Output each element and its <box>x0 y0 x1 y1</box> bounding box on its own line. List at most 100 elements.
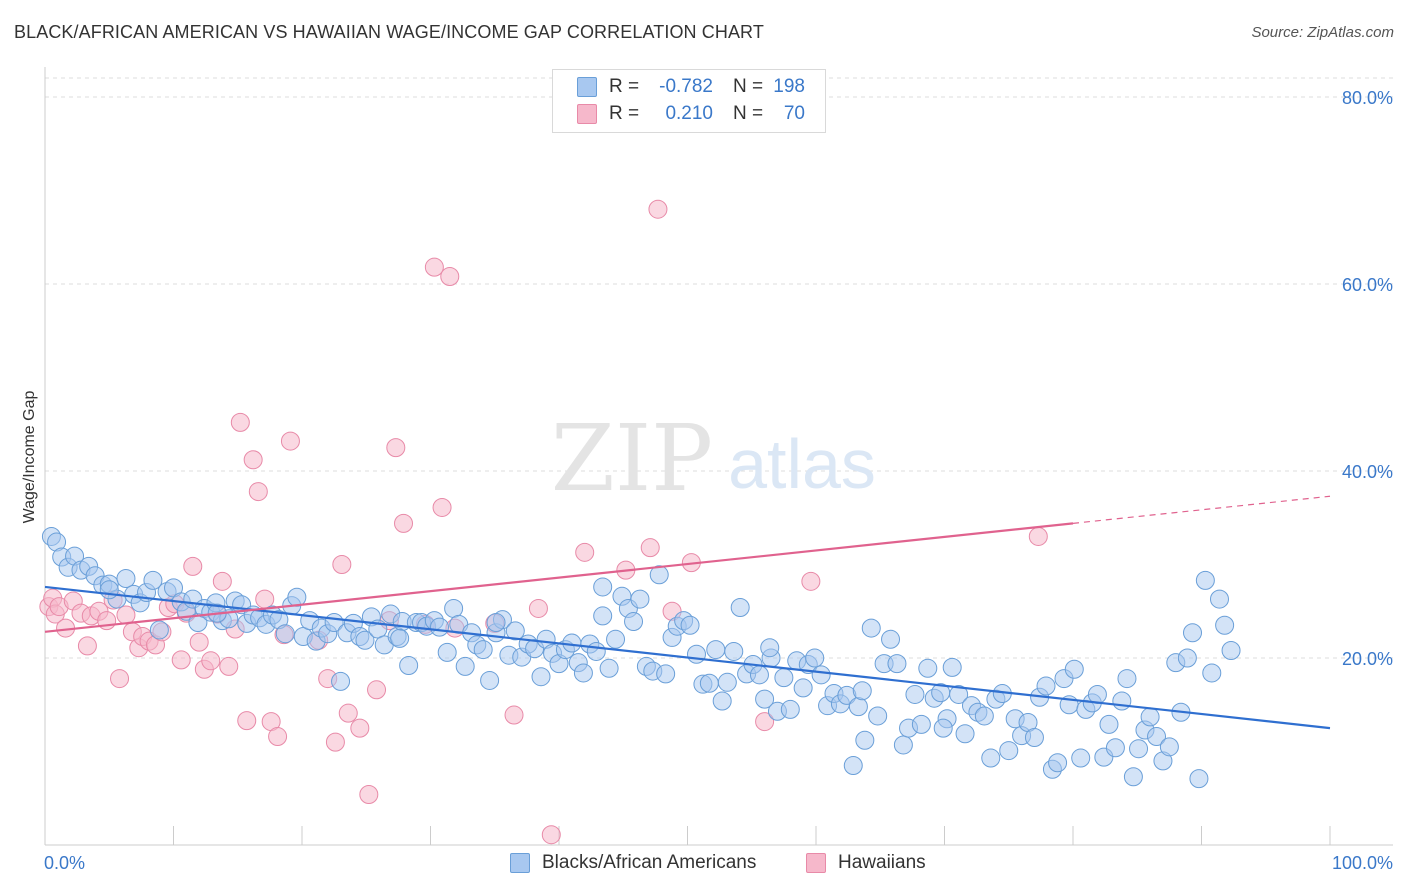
blacks-point <box>1195 570 1215 590</box>
blacks-point <box>573 663 593 683</box>
hawaiians-point <box>325 732 345 752</box>
hawaiians-point <box>189 632 209 652</box>
blacks-point <box>755 689 775 709</box>
hawaiians-point <box>504 705 524 725</box>
legend-n-label: N = <box>733 103 764 124</box>
chart-title: BLACK/AFRICAN AMERICAN VS HAWAIIAN WAGE/… <box>14 22 764 42</box>
watermark-atlas: atlas <box>728 425 876 503</box>
blacks-point <box>1064 659 1084 679</box>
blacks-point <box>933 718 953 738</box>
legend-r-label: R = <box>609 76 640 97</box>
blacks-point <box>1221 641 1241 661</box>
blacks-point <box>331 671 351 691</box>
hawaiians-point <box>219 656 239 676</box>
hawaiians-point <box>243 450 263 470</box>
blacks-point <box>437 642 457 662</box>
blacks-point <box>149 620 169 640</box>
blacks-point <box>905 684 925 704</box>
hawaiians-point <box>116 605 136 625</box>
blacks-point <box>586 641 606 661</box>
blacks-point <box>861 618 881 638</box>
blacks-point <box>749 665 769 685</box>
blacks-point <box>1202 663 1222 683</box>
blacks-point <box>1099 714 1119 734</box>
hawaiians-point <box>237 711 257 731</box>
blacks-point <box>1112 691 1132 711</box>
blacks-point <box>599 658 619 678</box>
blacks-point <box>843 756 863 776</box>
watermark: ZIP atlas <box>551 405 876 512</box>
blacks-point <box>1183 623 1203 643</box>
blacks-point <box>999 741 1019 761</box>
series-legend: Blacks/African Americans Hawaiians <box>0 852 1406 876</box>
blacks-point <box>855 730 875 750</box>
y-tick-label: 60.0% <box>1342 275 1393 295</box>
blacks-point <box>699 673 719 693</box>
legend-row-hawaiians: R = 0.210 N = 70 <box>577 102 805 126</box>
hawaiians-point <box>201 651 221 671</box>
blacks-point <box>1140 707 1160 727</box>
blacks-point <box>606 629 626 649</box>
series-legend-label: Hawaiians <box>838 852 926 873</box>
correlation-legend: R = -0.782 N = 198 R = 0.210 N = 70 <box>552 69 826 133</box>
blacks-point <box>1189 769 1209 789</box>
hawaiians-point <box>541 825 561 845</box>
axes <box>44 67 1393 846</box>
hawaiians-point <box>230 412 250 432</box>
y-tick-label: 40.0% <box>1342 462 1393 482</box>
hawaiians-point <box>528 598 548 618</box>
blacks-point <box>893 735 913 755</box>
series-swatch-blue <box>510 853 530 873</box>
hawaiians-point <box>338 703 358 723</box>
blacks-point <box>1123 767 1143 787</box>
legend-n-value: 70 <box>783 103 805 124</box>
blacks-point <box>630 589 650 609</box>
blacks-point <box>942 657 962 677</box>
hawaiians-point <box>77 636 97 656</box>
blacks-point <box>680 615 700 635</box>
hawaiians-point <box>248 482 268 502</box>
y-axis-label: Wage/Income Gap <box>21 391 38 524</box>
blacks-point <box>99 580 119 600</box>
series-swatch-pink <box>806 853 826 873</box>
hawaiians-point <box>386 438 406 458</box>
series-legend-blacks: Blacks/African Americans <box>510 852 756 874</box>
blacks-point <box>1036 676 1056 696</box>
blacks-points <box>41 526 1241 789</box>
blacks-point <box>1048 753 1068 773</box>
blacks-point <box>811 665 831 685</box>
blacks-point <box>143 570 163 590</box>
blacks-point <box>593 606 613 626</box>
blacks-point <box>974 706 994 726</box>
hawaiians-point <box>212 571 232 591</box>
blacks-point <box>429 617 449 637</box>
hawaiians-point <box>575 542 595 562</box>
tick-labels: 20.0% 40.0% 60.0% 80.0% 0.0% 100.0% <box>44 88 1393 873</box>
trend-lines <box>44 495 1331 730</box>
blacks-point <box>1129 739 1149 759</box>
hawaiians-point <box>640 538 660 558</box>
blacks-point <box>760 638 780 658</box>
legend-swatch-pink <box>577 104 597 124</box>
blacks-point <box>686 644 706 664</box>
blacks-point <box>805 648 825 668</box>
blacks-point <box>1117 669 1137 689</box>
legend-row-blacks: R = -0.782 N = 198 <box>577 75 805 99</box>
blacks-point <box>881 629 901 649</box>
blacks-point <box>793 678 813 698</box>
blacks-point <box>116 569 136 589</box>
blacks-point <box>852 681 872 701</box>
blacks-point <box>949 684 969 704</box>
blacks-point <box>656 664 676 684</box>
hawaiians-point <box>648 199 668 219</box>
series-legend-hawaiians: Hawaiians <box>806 852 926 874</box>
blacks-point <box>868 706 888 726</box>
series-legend-label: Blacks/African Americans <box>542 852 757 873</box>
hawaiians-point <box>171 650 191 670</box>
blacks-point <box>981 748 1001 768</box>
blacks-point <box>717 672 737 692</box>
hawaiians-point <box>280 431 300 451</box>
blacks-point <box>706 640 726 660</box>
blacks-point <box>712 691 732 711</box>
